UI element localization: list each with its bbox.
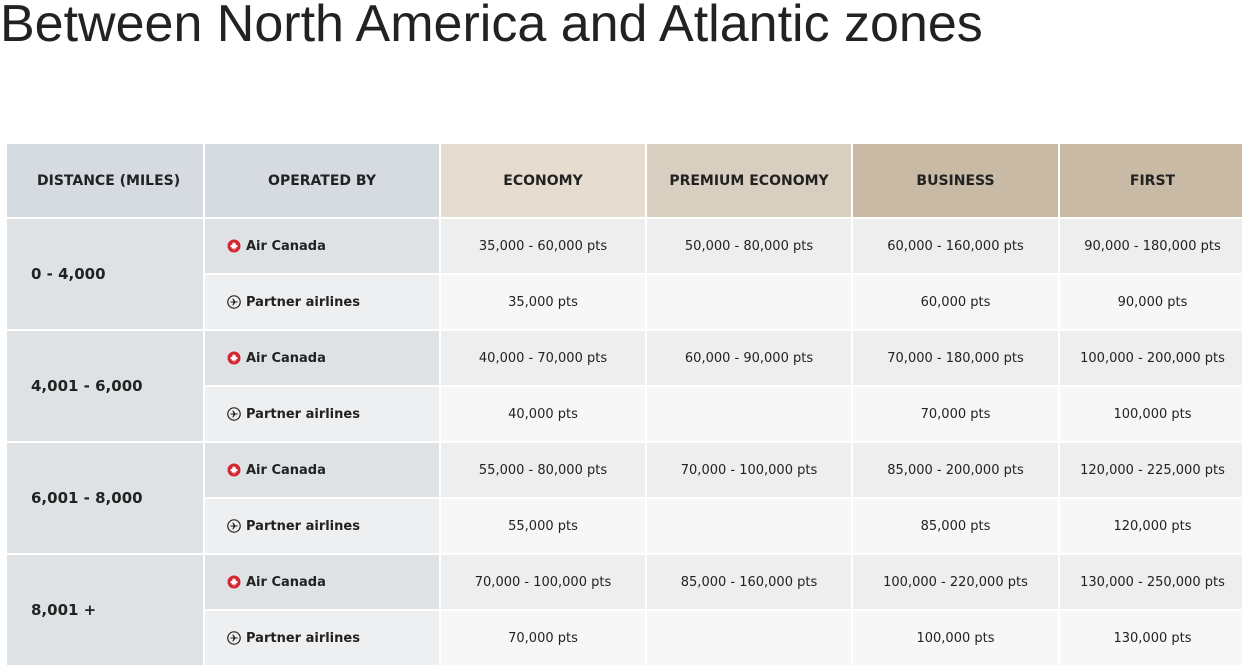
operator-cell: Air Canada bbox=[203, 329, 441, 387]
points-cell: 100,000 pts bbox=[851, 609, 1060, 667]
points-cell: 35,000 - 60,000 pts bbox=[439, 217, 647, 275]
header-row: DISTANCE (MILES) OPERATED BY ECONOMY PRE… bbox=[5, 142, 1242, 219]
header-cell: BUSINESS bbox=[851, 142, 1060, 219]
operator-label: Air Canada bbox=[246, 238, 326, 254]
operator-label: Partner airlines bbox=[246, 630, 360, 646]
table-row: 6,001 - 8,000 Air Canada 55,000 - 80,000 p… bbox=[5, 441, 1242, 555]
points-cell: 90,000 - 180,000 pts bbox=[1058, 217, 1242, 275]
points-cell bbox=[645, 497, 853, 555]
table-row: 0 - 4,000 Air Canada 35,000 - 60,000 pts 50… bbox=[5, 217, 1242, 331]
header-cell: OPERATED BY bbox=[203, 142, 441, 219]
points-cell: 70,000 pts bbox=[851, 385, 1060, 443]
page-title: Between North America and Atlantic zones bbox=[0, 0, 983, 53]
operator-cell: Air Canada bbox=[203, 217, 441, 275]
points-cell: 70,000 - 180,000 pts bbox=[851, 329, 1060, 387]
partner-icon bbox=[227, 406, 241, 421]
operator-cell: Partner airlines bbox=[203, 609, 441, 667]
partner-icon bbox=[227, 518, 241, 533]
points-cell: 60,000 pts bbox=[851, 273, 1060, 331]
air-canada-icon bbox=[227, 239, 241, 252]
air-canada-icon bbox=[227, 463, 241, 476]
header-cell: ECONOMY bbox=[439, 142, 647, 219]
points-cell: 40,000 - 70,000 pts bbox=[439, 329, 647, 387]
points-cell: 35,000 pts bbox=[439, 273, 647, 331]
operator-cell: Partner airlines bbox=[203, 385, 441, 443]
operator-label: Partner airlines bbox=[246, 518, 360, 534]
points-cell: 55,000 - 80,000 pts bbox=[439, 441, 647, 499]
points-cell: 85,000 - 200,000 pts bbox=[851, 441, 1060, 499]
operator-label: Partner airlines bbox=[246, 294, 360, 310]
operator-label: Air Canada bbox=[246, 350, 326, 366]
points-cell: 120,000 - 225,000 pts bbox=[1058, 441, 1242, 499]
operator-label: Air Canada bbox=[246, 574, 326, 590]
points-cell bbox=[645, 385, 853, 443]
points-cell: 130,000 - 250,000 pts bbox=[1058, 553, 1242, 611]
points-cell: 70,000 - 100,000 pts bbox=[439, 553, 647, 611]
points-cell: 55,000 pts bbox=[439, 497, 647, 555]
operator-label: Partner airlines bbox=[246, 406, 360, 422]
points-cell: 90,000 pts bbox=[1058, 273, 1242, 331]
table-row: 8,001 + Air Canada 70,000 - 100,000 pts 85,… bbox=[5, 553, 1242, 667]
points-cell bbox=[645, 273, 853, 331]
distance-cell: 6,001 - 8,000 bbox=[5, 441, 205, 555]
partner-icon bbox=[227, 294, 241, 309]
operator-cell: Partner airlines bbox=[203, 273, 441, 331]
points-cell: 100,000 pts bbox=[1058, 385, 1242, 443]
partner-icon bbox=[227, 630, 241, 645]
points-cell: 70,000 pts bbox=[439, 609, 647, 667]
distance-cell: 8,001 + bbox=[5, 553, 205, 667]
award-table: DISTANCE (MILES) OPERATED BY ECONOMY PRE… bbox=[5, 142, 1242, 667]
operator-label: Air Canada bbox=[246, 462, 326, 478]
table-row: Partner airlines 70,000 pts 100,000 pts 130… bbox=[6, 609, 1242, 667]
distance-cell: 0 - 4,000 bbox=[5, 217, 205, 331]
points-cell: 85,000 pts bbox=[851, 497, 1060, 555]
points-cell: 70,000 - 100,000 pts bbox=[645, 441, 853, 499]
distance-cell: 4,001 - 6,000 bbox=[5, 329, 205, 443]
table-row: Partner airlines 40,000 pts 70,000 pts 100,… bbox=[6, 385, 1242, 443]
points-cell: 85,000 - 160,000 pts bbox=[645, 553, 853, 611]
header-cell: DISTANCE (MILES) bbox=[5, 142, 205, 219]
points-cell: 40,000 pts bbox=[439, 385, 647, 443]
table-row: 4,001 - 6,000 Air Canada 40,000 - 70,000 p… bbox=[5, 329, 1242, 443]
points-cell: 60,000 - 160,000 pts bbox=[851, 217, 1060, 275]
table-row: Partner airlines 35,000 pts 60,000 pts 90,0… bbox=[6, 273, 1242, 331]
table-body: 0 - 4,000 Air Canada 35,000 - 60,000 pts 50… bbox=[5, 217, 1242, 667]
points-cell: 120,000 pts bbox=[1058, 497, 1242, 555]
points-cell bbox=[645, 609, 853, 667]
header-cell: PREMIUM ECONOMY bbox=[645, 142, 853, 219]
operator-cell: Air Canada bbox=[203, 441, 441, 499]
points-cell: 130,000 pts bbox=[1058, 609, 1242, 667]
air-canada-icon bbox=[227, 575, 241, 588]
points-cell: 50,000 - 80,000 pts bbox=[645, 217, 853, 275]
points-cell: 60,000 - 90,000 pts bbox=[645, 329, 853, 387]
header-cell: FIRST bbox=[1058, 142, 1242, 219]
air-canada-icon bbox=[227, 351, 241, 364]
points-cell: 100,000 - 220,000 pts bbox=[851, 553, 1060, 611]
table-row: Partner airlines 55,000 pts 85,000 pts 120,… bbox=[6, 497, 1242, 555]
points-cell: 100,000 - 200,000 pts bbox=[1058, 329, 1242, 387]
operator-cell: Air Canada bbox=[203, 553, 441, 611]
operator-cell: Partner airlines bbox=[203, 497, 441, 555]
